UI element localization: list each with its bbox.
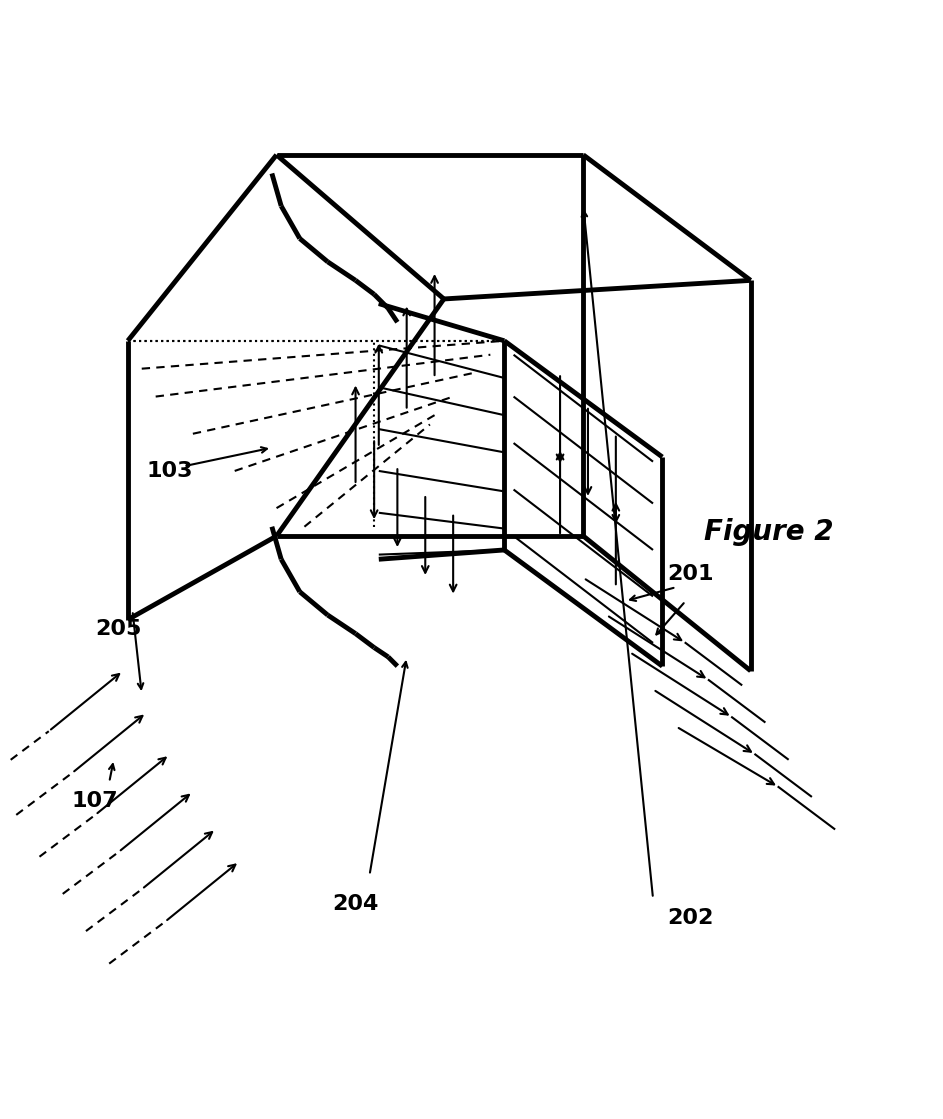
Text: 107: 107 <box>72 791 119 811</box>
Text: 202: 202 <box>667 908 713 928</box>
Text: 205: 205 <box>95 619 141 639</box>
Text: Figure 2: Figure 2 <box>704 518 834 546</box>
Text: 204: 204 <box>332 893 378 913</box>
Text: 201: 201 <box>667 564 713 583</box>
Text: 103: 103 <box>146 461 192 481</box>
